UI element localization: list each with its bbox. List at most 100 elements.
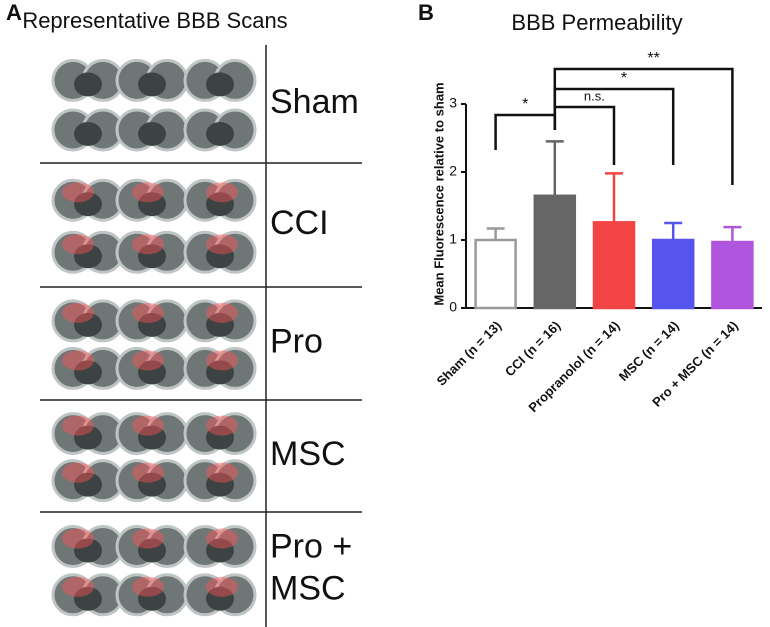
brain-core [206,192,234,217]
brain-scan [51,346,125,390]
brain-scan [183,230,257,274]
y-tick-label: 2 [449,163,457,179]
significance-label: * [522,96,528,113]
brain-core [74,425,102,450]
y-tick-label: 3 [449,95,457,111]
fluorescence [206,182,238,203]
x-tick-label: CCI (n = 16) [502,318,563,379]
fluorescence [206,462,238,483]
brain-scan [115,58,189,102]
y-tick-label: 1 [449,231,457,247]
brain-core [74,312,102,337]
bar [651,238,695,310]
brain-core [138,72,166,97]
brain-core [138,312,166,337]
brain-scan [51,178,125,222]
row-label: CCI [270,204,329,242]
fluorescence [62,350,94,371]
row-label: MSC [270,435,346,473]
fluorescence [206,528,238,549]
brain-core [206,360,234,385]
brain-scan [183,299,257,343]
bar [711,240,754,310]
brain-core [206,425,234,450]
fluorescence [62,528,94,549]
brain-core [74,538,102,563]
brain-core [74,360,102,385]
brain-scan [183,459,257,503]
brain-core [206,312,234,337]
brain-core [74,121,102,146]
bar [592,221,636,310]
fluorescence [206,350,238,371]
brain-scan [115,299,189,343]
significance-label: n.s. [584,88,605,103]
brain-core [74,586,102,611]
fluorescence [62,302,94,323]
fluorescence [132,350,164,371]
fluorescence [132,234,164,255]
significance-label: * [621,70,627,87]
row-label: Sham [270,83,359,121]
brain-core [206,586,234,611]
bar [533,194,577,310]
brain-scan [115,178,189,222]
fluorescence [132,302,164,323]
brain-scan [183,573,257,617]
brain-core [138,472,166,497]
brain-scan [51,573,125,617]
brain-core [74,72,102,97]
fluorescence [62,234,94,255]
brain-core [138,244,166,269]
brain-scan [51,412,125,456]
fluorescence [62,462,94,483]
fluorescence [132,182,164,203]
x-tick-label: Sham (n = 13) [434,318,505,389]
fluorescence [132,462,164,483]
brain-core [138,121,166,146]
brain-scan [51,108,125,152]
fluorescence [132,528,164,549]
significance-label: ** [647,50,659,67]
brain-scan [115,525,189,568]
brain-scan [115,573,189,617]
brain-core [74,472,102,497]
fluorescence [206,576,238,597]
brain-scan [115,108,189,152]
fluorescence [206,415,238,436]
brain-scan [183,525,257,568]
x-tick-label: MSC (n = 14) [616,318,682,384]
fluorescence [132,415,164,436]
brain-scan [51,58,125,102]
panel-label: A [6,0,22,25]
brain-core [206,72,234,97]
brain-core [74,192,102,217]
brain-scan [115,459,189,503]
significance-bracket [553,105,616,165]
y-axis-label: Mean Fluorescence relative to sham [431,82,446,305]
y-tick-label: 0 [449,299,457,315]
brain-scan [115,346,189,390]
brain-core [206,472,234,497]
brain-core [206,121,234,146]
brain-core [206,244,234,269]
row-label: MSC [270,569,346,607]
row-label: Pro [270,322,323,360]
brain-core [74,244,102,269]
brain-scan [115,230,189,274]
significance-bracket [553,67,734,185]
fluorescence [62,576,94,597]
row-label: Pro + [270,527,352,565]
brain-core [138,360,166,385]
brain-scan [183,412,257,456]
brain-scan [51,459,125,503]
fluorescence [206,234,238,255]
panel-label: B [418,0,434,25]
brain-scan [51,299,125,343]
panel-title: Representative BBB Scans [22,8,287,33]
bar [474,238,517,310]
fluorescence [206,302,238,323]
chart-title: BBB Permeability [511,10,682,35]
brain-scan [51,230,125,274]
